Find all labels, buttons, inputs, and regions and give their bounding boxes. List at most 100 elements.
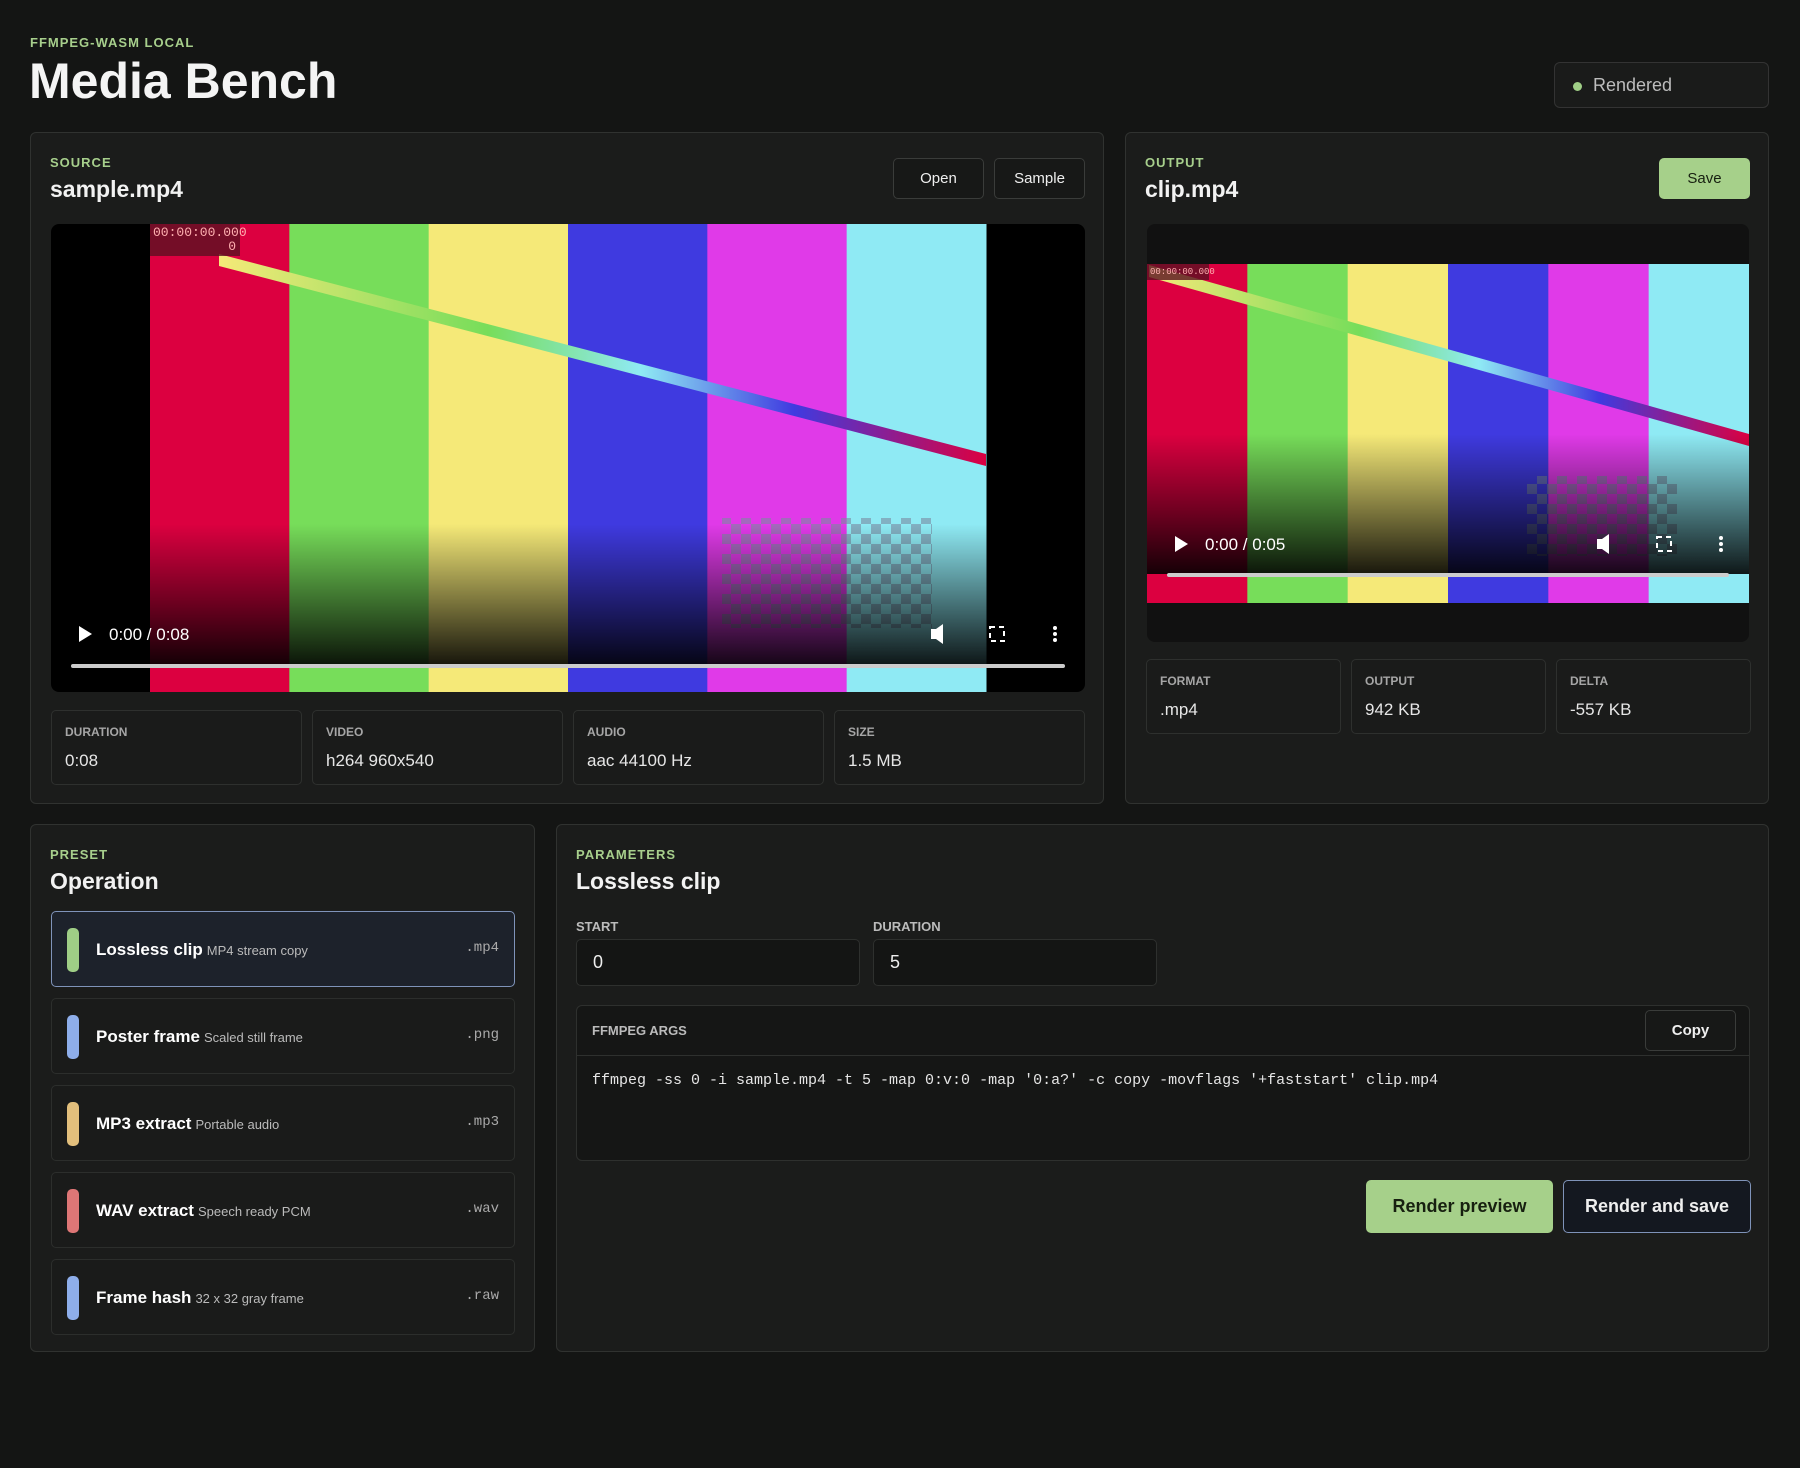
eyebrow: OUTPUT	[1145, 155, 1205, 170]
source-panel: SOURCE sample.mp4 Open Sample 00:00:00.0…	[30, 132, 1104, 804]
args-box: FFMPEG ARGS Copy ffmpeg -ss 0 -i sample.…	[576, 1005, 1750, 1161]
menu-dot	[1053, 632, 1057, 636]
stat-label: DELTA	[1570, 674, 1609, 688]
preset-item[interactable]: Poster frame Scaled still frame .png	[51, 998, 515, 1074]
preset-title: Frame hash	[96, 1288, 192, 1307]
stat-card: DURATION 0:08	[51, 710, 302, 785]
panel-title: Operation	[50, 868, 159, 894]
swatch	[67, 1276, 79, 1320]
preset-desc: Scaled still frame	[203, 1030, 303, 1045]
stat-value: h264 960x540	[326, 751, 434, 770]
stat-value: 942 KB	[1365, 700, 1421, 719]
preset-item[interactable]: MP3 extract Portable audio .mp3	[51, 1085, 515, 1161]
preset-name: Lossless clip MP4 stream copy	[96, 940, 308, 960]
preset-item[interactable]: WAV extract Speech ready PCM .wav	[51, 1172, 515, 1248]
stat-label: SIZE	[848, 725, 875, 739]
output-panel: OUTPUT clip.mp4 Save 00:00:00.000 0:00 / …	[1125, 132, 1769, 804]
fullscreen-icon	[1656, 536, 1672, 552]
stat-card: SIZE 1.5 MB	[834, 710, 1085, 785]
stat-value: 0:08	[65, 751, 99, 770]
progress-bar	[1167, 573, 1729, 577]
status-dot	[1573, 82, 1582, 91]
frame-number: 0	[228, 239, 236, 254]
status-text: Rendered	[1593, 75, 1673, 95]
source-video[interactable]: 00:00:00.000 0 0:00 / 0:08	[51, 224, 1085, 692]
stat-card: VIDEO h264 960x540	[312, 710, 563, 785]
volume-icon	[1597, 539, 1603, 549]
preset-ext: .wav	[465, 1201, 499, 1217]
preset-name: MP3 extract Portable audio	[96, 1114, 279, 1134]
eyebrow: PARAMETERS	[576, 847, 677, 862]
time-display: 0:00 / 0:05	[1205, 535, 1285, 554]
preset-title: WAV extract	[96, 1201, 194, 1220]
eyebrow: SOURCE	[50, 155, 112, 170]
sweep	[1149, 265, 1749, 446]
file-name: clip.mp4	[1145, 176, 1239, 202]
timestamp: 00:00:00.000	[1150, 267, 1215, 277]
parameters-panel: PARAMETERS Lossless clip FFMPEG ARGS Cop…	[556, 824, 1769, 1352]
sample-button[interactable]: Sample	[994, 158, 1085, 199]
menu-dot	[1053, 626, 1057, 630]
volume-icon	[936, 624, 943, 644]
controls-shade	[51, 524, 1085, 664]
swatch	[67, 1189, 79, 1233]
play-icon	[79, 626, 92, 642]
swatch	[67, 1015, 79, 1059]
output-video[interactable]: 00:00:00.000 0:00 / 0:05	[1147, 224, 1749, 642]
stat-card: DELTA -557 KB	[1556, 659, 1751, 734]
preset-title: Poster frame	[96, 1027, 200, 1046]
args-header	[577, 1006, 1749, 1056]
preset-ext: .mp3	[465, 1114, 499, 1130]
render-save-button[interactable]: Render and save	[1563, 1180, 1751, 1233]
menu-dot	[1719, 542, 1723, 546]
command: ffmpeg -ss 0 -i sample.mp4 -t 5 -map 0:v…	[592, 1072, 1439, 1089]
stat-value: -557 KB	[1570, 700, 1632, 719]
timestamp: 00:00:00.000	[153, 225, 247, 240]
field-input[interactable]: 5	[873, 939, 1157, 986]
stat-value: .mp4	[1160, 700, 1198, 719]
play-icon	[1175, 536, 1188, 552]
preset-panel: PRESET Operation Lossless clip MP4 stream…	[30, 824, 535, 1352]
volume-icon	[931, 629, 937, 639]
stat-card: FORMAT .mp4	[1146, 659, 1341, 734]
stat-card: OUTPUT 942 KB	[1351, 659, 1546, 734]
fullscreen-icon	[989, 626, 1005, 642]
panel-title: Lossless clip	[576, 868, 721, 894]
eyebrow: PRESET	[50, 847, 109, 862]
app-eyebrow: FFMPEG-WASM LOCAL	[30, 35, 195, 50]
preset-name: Frame hash 32 x 32 gray frame	[96, 1288, 304, 1308]
stat-label: AUDIO	[587, 725, 626, 739]
menu-dot	[1053, 638, 1057, 642]
stat-label: DURATION	[65, 725, 128, 739]
copy-button[interactable]: Copy	[1645, 1010, 1736, 1051]
preset-name: WAV extract Speech ready PCM	[96, 1201, 311, 1221]
progress-bar	[71, 664, 1065, 668]
field-label: START	[576, 919, 619, 934]
preset-title: MP3 extract	[96, 1114, 192, 1133]
render-preview-button[interactable]: Render preview	[1366, 1180, 1553, 1233]
menu-dot	[1719, 536, 1723, 540]
preset-desc: Speech ready PCM	[197, 1204, 311, 1219]
app-title: Media Bench	[29, 53, 338, 109]
save-button[interactable]: Save	[1659, 158, 1750, 199]
video-frame: 00:00:00.000 0:00 / 0:05	[1147, 264, 1749, 603]
preset-item[interactable]: Lossless clip MP4 stream copy .mp4	[51, 911, 515, 987]
timestamp-box	[150, 224, 240, 256]
preset-item[interactable]: Frame hash 32 x 32 gray frame .raw	[51, 1259, 515, 1335]
preset-ext: .png	[465, 1027, 499, 1043]
field-input[interactable]: 0	[576, 939, 860, 986]
preset-desc: Portable audio	[195, 1117, 280, 1132]
preset-ext: .raw	[465, 1288, 499, 1304]
open-button[interactable]: Open	[893, 158, 984, 199]
swatch	[67, 928, 79, 972]
volume-icon	[1602, 534, 1609, 554]
status-pill: Rendered	[1554, 62, 1769, 108]
preset-ext: .mp4	[465, 940, 499, 956]
stat-value: 1.5 MB	[848, 751, 902, 770]
preset-desc: MP4 stream copy	[206, 943, 308, 958]
sweep	[219, 254, 986, 466]
swatch	[67, 1102, 79, 1146]
args-label: FFMPEG ARGS	[592, 1023, 687, 1038]
